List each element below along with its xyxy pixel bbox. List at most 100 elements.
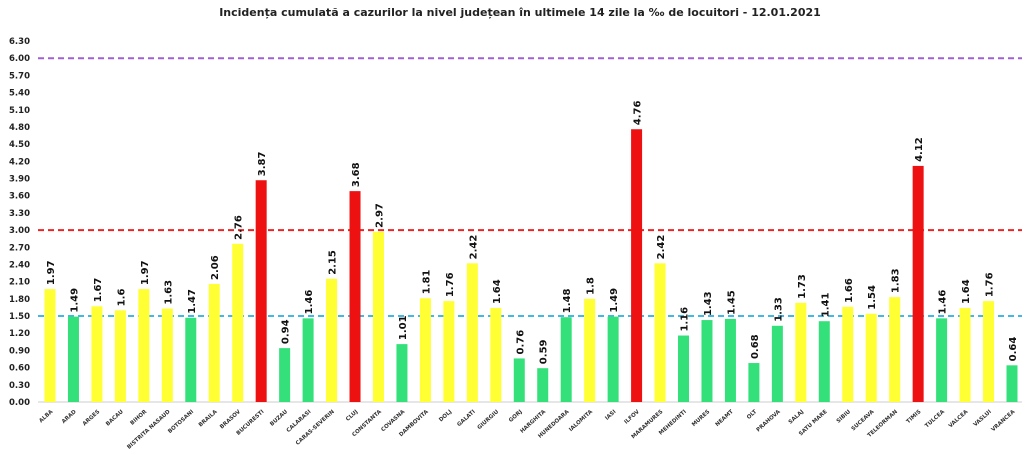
x-tick-label: MURES <box>691 409 711 428</box>
x-tick-label: BISTRITA NASAUD <box>126 409 172 451</box>
x-tick-label: VASLUI <box>973 409 993 428</box>
bar <box>372 231 384 402</box>
y-tick-label: 3.90 <box>9 175 30 185</box>
y-tick-label: 1.20 <box>9 329 30 339</box>
data-label: 1.54 <box>867 285 878 310</box>
data-label: 2.42 <box>656 235 667 260</box>
bar <box>513 358 525 402</box>
bar <box>302 318 314 402</box>
data-label: 1.76 <box>445 272 456 297</box>
y-tick-label: 4.20 <box>9 157 30 167</box>
x-tick-label: BOTOSANI <box>167 409 195 435</box>
data-label: 1.49 <box>69 288 80 313</box>
bar <box>44 289 56 402</box>
bar <box>560 317 572 402</box>
data-label: 2.76 <box>234 215 245 240</box>
x-tick-label: ARGES <box>82 409 101 427</box>
x-tick-label: SALAJ <box>788 409 805 426</box>
x-tick-label: BIHOR <box>129 409 148 427</box>
bar <box>631 129 643 402</box>
bar <box>654 263 666 402</box>
bar <box>701 320 713 402</box>
data-label: 1.64 <box>961 279 972 304</box>
bar <box>255 180 267 402</box>
data-label: 0.64 <box>1008 337 1019 362</box>
x-tick-label: TULCEA <box>924 409 946 430</box>
data-label: 1.48 <box>562 288 573 313</box>
y-tick-label: 0.90 <box>9 346 30 356</box>
data-label: 1.01 <box>398 315 409 340</box>
x-tick-label: OLT <box>746 409 758 421</box>
data-label: 1.81 <box>421 270 432 295</box>
x-tick-label: DOLJ <box>438 409 453 423</box>
bar <box>607 316 619 402</box>
bar <box>279 348 291 402</box>
bar <box>490 308 502 402</box>
bar <box>91 306 103 402</box>
y-tick-label: 5.40 <box>9 89 30 99</box>
bar <box>114 310 126 402</box>
data-label: 1.33 <box>773 297 784 322</box>
y-tick-label: 2.40 <box>9 260 30 270</box>
data-label: 0.94 <box>281 319 292 344</box>
data-label: 1.16 <box>680 307 691 332</box>
bar <box>326 278 338 402</box>
x-tick-label: TIMIS <box>906 409 923 425</box>
chart-title: Incidența cumulată a cazurilor la nivel … <box>219 6 821 19</box>
y-tick-label: 5.70 <box>9 71 30 81</box>
data-label: 2.06 <box>210 255 221 280</box>
bar <box>349 191 361 402</box>
y-tick-label: 2.70 <box>9 243 30 253</box>
x-tick-label: ILFOV <box>623 409 641 426</box>
bar <box>443 301 455 402</box>
x-tick-label: GORJ <box>508 409 524 424</box>
bar <box>959 308 971 402</box>
data-label: 1.83 <box>891 268 902 293</box>
y-tick-label: 2.10 <box>9 278 30 288</box>
bar <box>185 317 197 402</box>
data-label: 4.12 <box>914 137 925 162</box>
y-tick-label: 4.80 <box>9 123 30 133</box>
bar <box>983 301 995 402</box>
x-tick-label: IASI <box>604 409 617 422</box>
x-tick-label: BACAU <box>105 409 125 428</box>
x-tick-label: ALBA <box>38 409 55 425</box>
data-label: 1.46 <box>938 290 949 315</box>
bar <box>208 283 220 402</box>
data-label: 1.67 <box>93 278 104 303</box>
bar <box>138 289 150 402</box>
y-tick-label: 3.00 <box>9 226 30 236</box>
bar <box>678 335 690 402</box>
bar <box>842 306 854 402</box>
y-tick-label: 3.30 <box>9 209 30 219</box>
data-label: 1.8 <box>586 277 597 295</box>
bar <box>232 243 244 402</box>
data-label: 1.45 <box>726 290 737 315</box>
bar <box>67 316 79 402</box>
y-tick-label: 4.50 <box>9 140 30 150</box>
y-tick-label: 5.10 <box>9 106 30 116</box>
bar <box>795 302 807 402</box>
data-label: 1.66 <box>844 278 855 303</box>
x-tick-label: BRASOV <box>219 409 242 431</box>
bar <box>936 318 948 402</box>
data-label: 1.73 <box>797 274 808 299</box>
y-tick-label: 0.60 <box>9 364 30 374</box>
data-label: 1.64 <box>492 279 503 304</box>
bar <box>724 318 736 402</box>
x-tick-label: CLUJ <box>345 409 359 423</box>
bar <box>889 297 901 402</box>
data-label: 2.97 <box>374 203 385 228</box>
data-label: 1.76 <box>985 272 996 297</box>
y-tick-label: 3.60 <box>9 192 30 202</box>
data-label: 4.76 <box>633 101 644 126</box>
data-label: 0.76 <box>515 330 526 355</box>
bar <box>818 321 830 402</box>
bar <box>396 344 408 402</box>
bar <box>161 308 173 402</box>
x-tick-label: BUZAU <box>269 409 289 428</box>
bar <box>748 363 760 402</box>
y-tick-label: 1.50 <box>9 312 30 322</box>
y-tick-label: 0.30 <box>9 381 30 391</box>
